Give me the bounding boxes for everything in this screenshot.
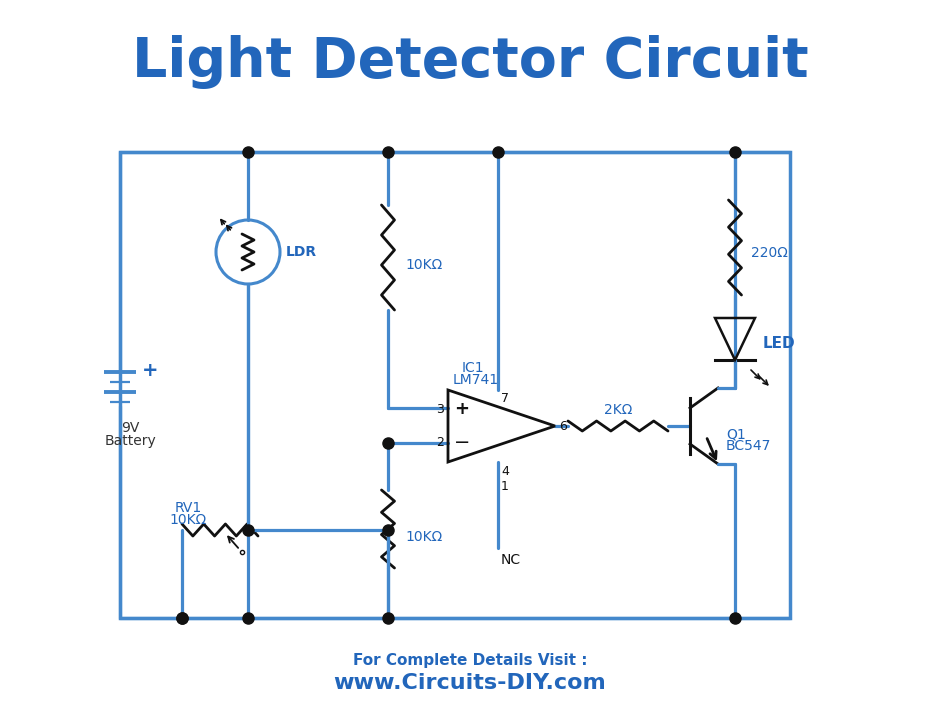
Bar [120, 152, 790, 618]
Text: 4: 4 [501, 465, 509, 478]
Text: 10KΩ: 10KΩ [405, 530, 442, 544]
Text: NC: NC [501, 553, 521, 567]
Text: 220Ω: 220Ω [751, 246, 788, 259]
Text: RV1: RV1 [175, 501, 201, 515]
Text: Light Detector Circuit: Light Detector Circuit [132, 35, 808, 89]
Text: 7: 7 [501, 392, 509, 405]
Text: 2KΩ: 2KΩ [603, 403, 633, 417]
Text: 1: 1 [501, 480, 509, 493]
Text: LED: LED [763, 336, 795, 351]
Text: LDR: LDR [286, 245, 317, 259]
Text: +: + [455, 400, 469, 418]
Text: IC1: IC1 [462, 361, 484, 375]
Text: 6: 6 [559, 420, 567, 433]
Text: Q1: Q1 [726, 427, 745, 441]
Text: 2: 2 [436, 436, 444, 449]
Text: Battery: Battery [104, 434, 156, 448]
Text: BC547: BC547 [726, 439, 772, 453]
Text: 3: 3 [436, 403, 444, 416]
Text: For Complete Details Visit :: For Complete Details Visit : [352, 652, 588, 667]
Text: 10KΩ: 10KΩ [169, 513, 207, 527]
Text: −: − [454, 433, 470, 452]
Text: LM741: LM741 [453, 373, 499, 387]
Text: 10KΩ: 10KΩ [405, 258, 442, 272]
Text: www.Circuits-DIY.com: www.Circuits-DIY.com [334, 673, 606, 693]
Text: +: + [142, 361, 158, 379]
Text: 9V: 9V [121, 421, 139, 435]
